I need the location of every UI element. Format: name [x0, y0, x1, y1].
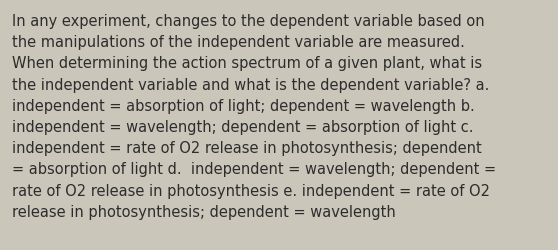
Text: In any experiment, changes to the dependent variable based on
the manipulations : In any experiment, changes to the depend…	[12, 14, 497, 219]
